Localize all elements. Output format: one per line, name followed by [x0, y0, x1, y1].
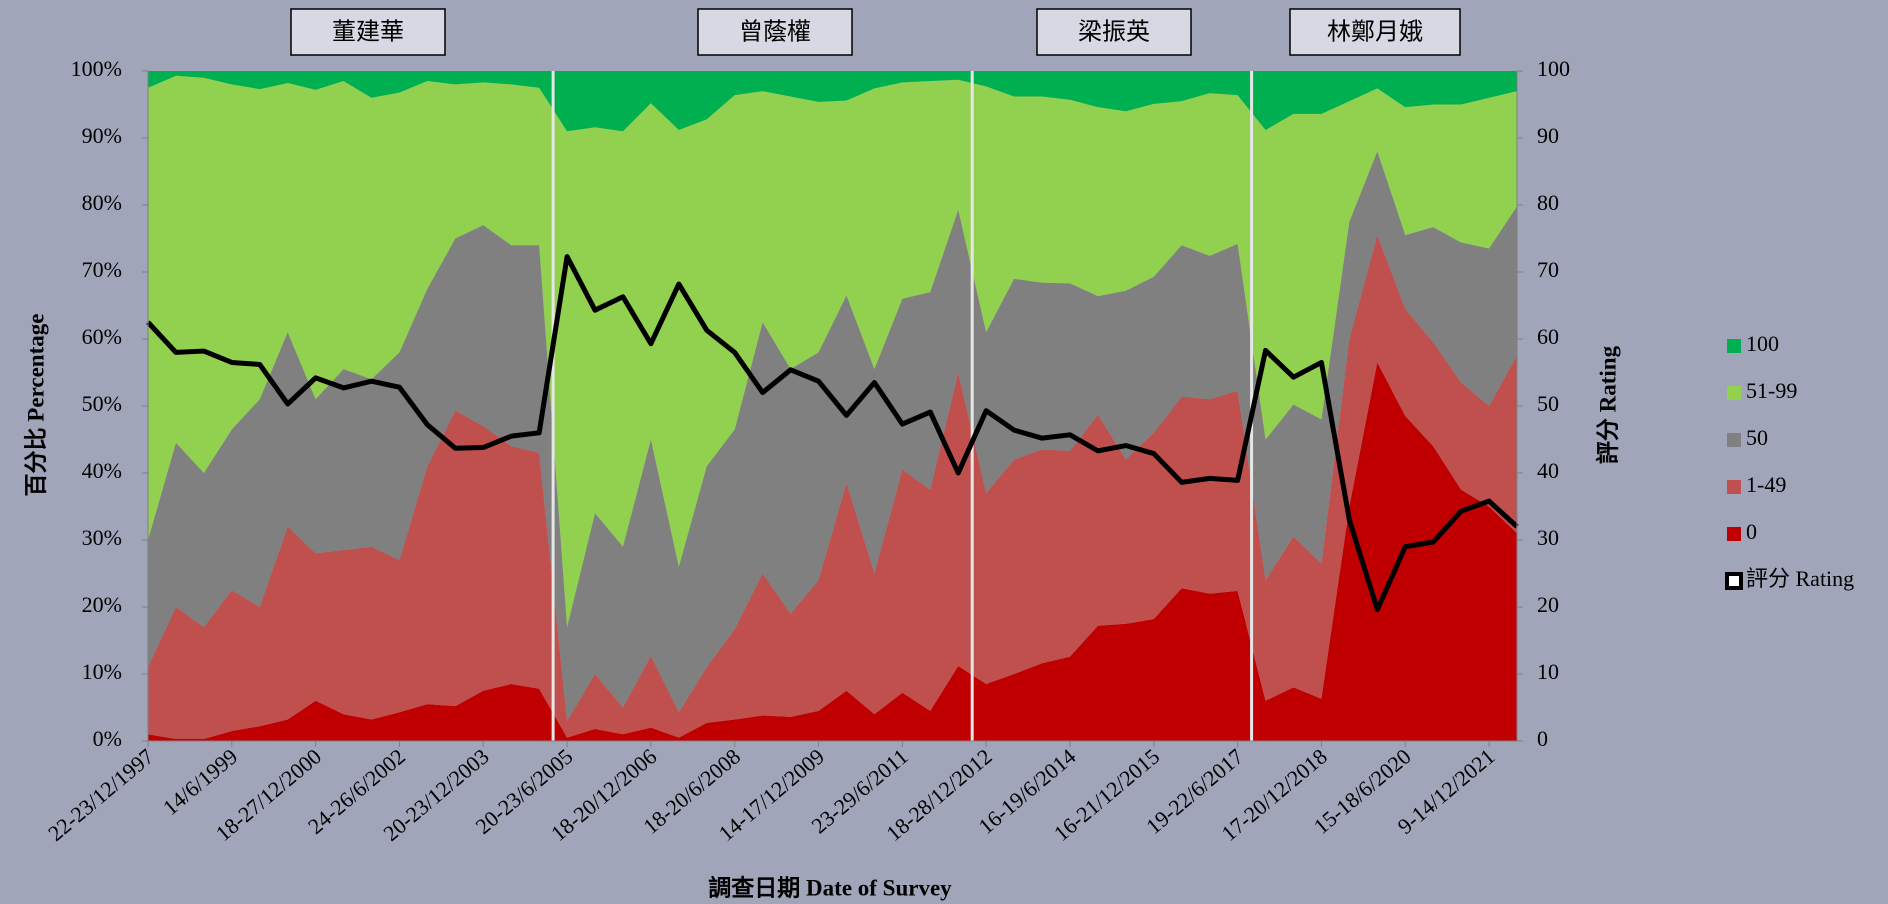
rating-line: [146, 254, 1519, 613]
legend-label: 0: [1746, 519, 1757, 544]
annotation-box: [697, 8, 853, 56]
area: [148, 235, 1517, 739]
y2-tick-label: 30: [1537, 525, 1559, 550]
y2-tick-label: 10: [1537, 659, 1559, 684]
y2-tick-label: 100: [1537, 56, 1570, 81]
annotation: 曾蔭權: [739, 18, 811, 45]
x-axis-title: 調查日期 Date of Survey: [708, 874, 952, 900]
y2-tick-label: 20: [1537, 592, 1559, 617]
y2-axis-title: 評分 Rating: [1594, 345, 1620, 464]
legend-label: 1-49: [1746, 472, 1786, 497]
legend-marker: [1725, 572, 1743, 590]
y2-tick-label: 70: [1537, 257, 1559, 282]
legend-marker: [1727, 433, 1741, 447]
annotation: 董建華: [332, 18, 404, 45]
y-tick-label: 80%: [82, 190, 122, 215]
y2-tick-label: 80: [1537, 190, 1559, 215]
annotation: 林鄭月娥: [1327, 18, 1423, 45]
x-tick-label: 22-23/12/1997: [43, 744, 158, 846]
x-tick-label: 14/6/1999: [158, 744, 242, 821]
area: [148, 71, 1517, 132]
y-tick-label: 0%: [93, 726, 122, 751]
y2-tick-label: 90: [1537, 123, 1559, 148]
legend-label: 51-99: [1746, 378, 1797, 403]
y-tick-label: 90%: [82, 123, 122, 148]
y-tick-label: 60%: [82, 324, 122, 349]
y-tick-label: 50%: [82, 391, 122, 416]
legend-marker: [1727, 386, 1741, 400]
area: [148, 362, 1517, 741]
y-tick-label: 70%: [82, 257, 122, 282]
y2-tick-label: 50: [1537, 391, 1559, 416]
y2-tick-label: 60: [1537, 324, 1559, 349]
annotation-box: [290, 8, 446, 56]
y2-tick-label: 40: [1537, 458, 1559, 483]
legend-label: 50: [1746, 425, 1768, 450]
legend-marker: [1727, 480, 1741, 494]
area: [148, 75, 1517, 628]
annotation: 梁振英: [1078, 18, 1150, 45]
legend-label: 100: [1746, 331, 1779, 356]
y-tick-label: 10%: [82, 659, 122, 684]
y-tick-label: 20%: [82, 592, 122, 617]
annotation-box: [1289, 8, 1461, 56]
annotation-box: [1036, 8, 1192, 56]
legend-marker: [1727, 527, 1741, 541]
legend-marker: [1727, 339, 1741, 353]
area: [148, 151, 1517, 721]
legend-label: 評分 Rating: [1746, 566, 1854, 591]
y-tick-label: 100%: [71, 56, 122, 81]
y-tick-label: 40%: [82, 458, 122, 483]
y-tick-label: 30%: [82, 525, 122, 550]
y-axis-title: 百分比 Percentage: [23, 314, 48, 497]
y2-tick-label: 0: [1537, 726, 1548, 751]
